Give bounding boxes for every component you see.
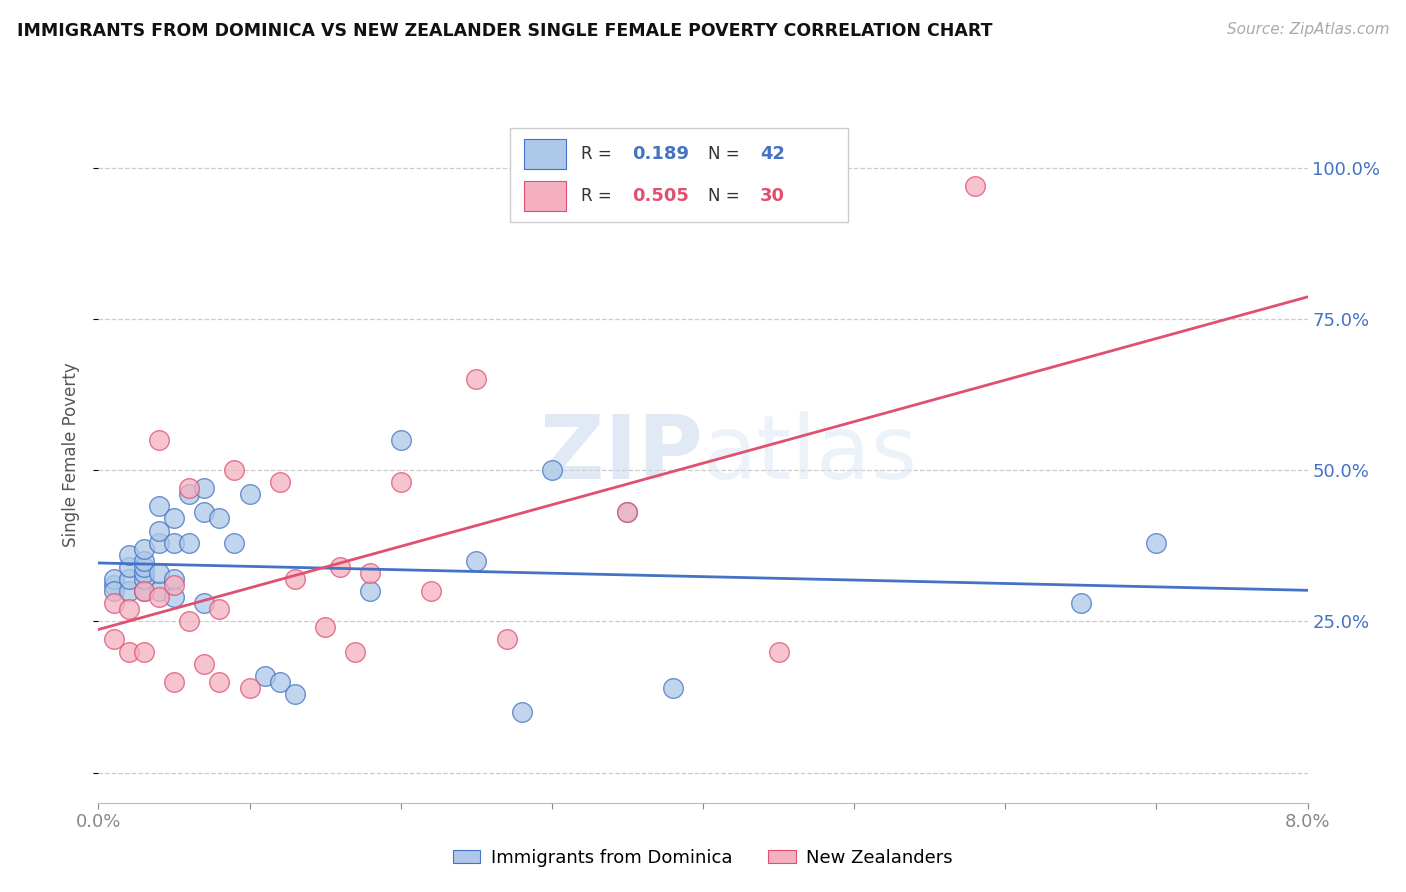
Point xyxy=(284,572,307,586)
Text: R =: R = xyxy=(581,145,617,163)
Point xyxy=(118,559,141,574)
Point xyxy=(465,554,488,568)
Point xyxy=(179,481,201,495)
Point xyxy=(163,572,186,586)
Point xyxy=(329,559,352,574)
Point xyxy=(148,590,170,604)
Point xyxy=(148,535,170,549)
Point xyxy=(118,584,141,599)
Text: N =: N = xyxy=(707,186,745,204)
Point xyxy=(269,674,291,689)
Point xyxy=(239,487,262,501)
Point xyxy=(103,632,125,647)
Point xyxy=(208,511,231,525)
Point xyxy=(103,578,125,592)
Text: ZIP: ZIP xyxy=(540,411,703,499)
Bar xyxy=(524,180,567,211)
Point xyxy=(253,669,276,683)
Point xyxy=(179,535,201,549)
Point xyxy=(103,572,125,586)
Point xyxy=(163,590,186,604)
Point xyxy=(269,475,291,490)
Point xyxy=(495,632,517,647)
Point xyxy=(148,566,170,580)
Point xyxy=(360,584,382,599)
Point xyxy=(148,500,170,514)
Point xyxy=(179,615,201,629)
Point xyxy=(465,372,488,386)
Point xyxy=(118,572,141,586)
Point xyxy=(208,602,231,616)
Point xyxy=(132,559,155,574)
Bar xyxy=(524,139,567,169)
Text: 0.189: 0.189 xyxy=(631,145,689,163)
Point xyxy=(118,644,141,658)
Point xyxy=(148,584,170,599)
Point xyxy=(163,674,186,689)
Point xyxy=(193,657,215,671)
Text: 0.505: 0.505 xyxy=(631,186,689,204)
Point xyxy=(360,566,382,580)
FancyBboxPatch shape xyxy=(509,128,848,222)
Point xyxy=(1070,596,1092,610)
Point xyxy=(132,584,155,599)
Point xyxy=(132,572,155,586)
Point xyxy=(132,584,155,599)
Text: Source: ZipAtlas.com: Source: ZipAtlas.com xyxy=(1226,22,1389,37)
Point xyxy=(193,481,215,495)
Text: N =: N = xyxy=(707,145,745,163)
Point xyxy=(510,705,533,719)
Y-axis label: Single Female Poverty: Single Female Poverty xyxy=(62,363,80,547)
Point xyxy=(163,535,186,549)
Point xyxy=(179,487,201,501)
Legend: Immigrants from Dominica, New Zealanders: Immigrants from Dominica, New Zealanders xyxy=(446,842,960,874)
Point xyxy=(193,505,215,519)
Point xyxy=(616,505,638,519)
Point xyxy=(163,578,186,592)
Point xyxy=(1146,535,1168,549)
Point xyxy=(193,596,215,610)
Text: atlas: atlas xyxy=(703,411,918,499)
Point xyxy=(239,681,262,695)
Point xyxy=(616,505,638,519)
Point xyxy=(662,681,685,695)
Point xyxy=(389,475,412,490)
Text: 42: 42 xyxy=(759,145,785,163)
Point xyxy=(768,644,790,658)
Point xyxy=(163,511,186,525)
Point xyxy=(420,584,443,599)
Point xyxy=(132,644,155,658)
Point xyxy=(314,620,336,634)
Point xyxy=(284,687,307,701)
Point xyxy=(132,566,155,580)
Point xyxy=(224,463,246,477)
Point xyxy=(132,541,155,556)
Point xyxy=(118,602,141,616)
Point xyxy=(103,596,125,610)
Point xyxy=(118,548,141,562)
Point xyxy=(103,584,125,599)
Point xyxy=(541,463,564,477)
Point xyxy=(224,535,246,549)
Text: 30: 30 xyxy=(759,186,785,204)
Point xyxy=(132,554,155,568)
Text: R =: R = xyxy=(581,186,617,204)
Point xyxy=(389,433,412,447)
Point xyxy=(208,674,231,689)
Point xyxy=(344,644,367,658)
Text: IMMIGRANTS FROM DOMINICA VS NEW ZEALANDER SINGLE FEMALE POVERTY CORRELATION CHAR: IMMIGRANTS FROM DOMINICA VS NEW ZEALANDE… xyxy=(17,22,993,40)
Point xyxy=(148,433,170,447)
Point xyxy=(148,524,170,538)
Point xyxy=(965,178,987,193)
